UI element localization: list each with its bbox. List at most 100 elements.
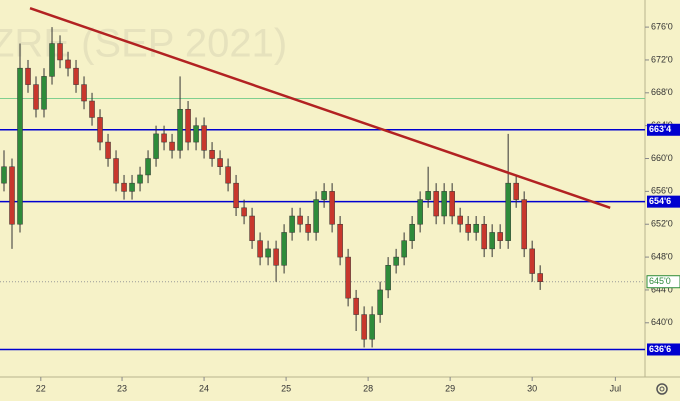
level-tag bbox=[647, 123, 680, 136]
level-tag-label: 663'4 bbox=[649, 124, 671, 134]
candle-body bbox=[313, 199, 319, 233]
x-tick-label: 30 bbox=[527, 383, 537, 393]
candle-body bbox=[489, 232, 495, 250]
candle-body bbox=[385, 265, 391, 291]
candle-body bbox=[377, 289, 383, 315]
candle-body bbox=[225, 166, 231, 184]
y-tick-label: 656'0 bbox=[651, 186, 673, 196]
candle-body bbox=[441, 191, 447, 217]
candle-body bbox=[153, 133, 159, 159]
x-tick-label: Jul bbox=[610, 383, 622, 393]
candle-body bbox=[465, 223, 471, 233]
candle-body bbox=[161, 133, 167, 143]
candle-body bbox=[505, 182, 511, 241]
candle-body bbox=[417, 199, 423, 225]
candle-body bbox=[9, 166, 15, 225]
y-tick-label: 644'0 bbox=[651, 284, 673, 294]
level-tag-label: 654'6 bbox=[649, 196, 671, 206]
candle-body bbox=[361, 314, 367, 340]
candle-body bbox=[249, 215, 255, 241]
y-tick-label: 652'0 bbox=[651, 219, 673, 229]
candle-body bbox=[393, 256, 399, 266]
watermark: ZRE (SEP 2021) bbox=[0, 22, 287, 66]
candle-body bbox=[241, 207, 247, 217]
candle-body bbox=[409, 223, 415, 241]
candle-body bbox=[129, 182, 135, 192]
level-tag bbox=[647, 195, 680, 208]
candle-body bbox=[81, 84, 87, 102]
x-tick-label: 25 bbox=[281, 383, 291, 393]
last-price-label: 645'0 bbox=[649, 276, 671, 286]
candle-body bbox=[497, 232, 503, 241]
candle-body bbox=[97, 117, 103, 143]
candle-body bbox=[329, 191, 335, 225]
level-tag bbox=[647, 343, 680, 356]
candle-body bbox=[369, 314, 375, 340]
candle-body bbox=[121, 182, 127, 192]
candle-body bbox=[337, 223, 343, 258]
y-tick-label: 668'0 bbox=[651, 87, 673, 97]
trendline bbox=[29, 7, 611, 209]
candle-body bbox=[297, 215, 303, 225]
y-tick-label: 676'0 bbox=[651, 21, 673, 31]
candle-body bbox=[353, 297, 359, 315]
level-tag-label: 636'6 bbox=[649, 344, 671, 354]
candle-body bbox=[281, 232, 287, 266]
x-tick-label: 22 bbox=[36, 383, 46, 393]
x-tick-label: 28 bbox=[363, 383, 373, 393]
candle-body bbox=[177, 108, 183, 151]
candle-body bbox=[33, 84, 39, 110]
candle-body bbox=[169, 141, 175, 151]
candle-body bbox=[217, 158, 223, 167]
candle-body bbox=[137, 174, 143, 184]
candle-body bbox=[113, 158, 119, 184]
y-tick-label: 640'0 bbox=[651, 317, 673, 327]
candle-body bbox=[49, 43, 55, 77]
candle-body bbox=[193, 125, 199, 143]
candle-body bbox=[513, 182, 519, 200]
candle-body bbox=[265, 248, 271, 258]
candle-body bbox=[1, 166, 7, 184]
last-price-tag bbox=[646, 275, 680, 289]
candle-body bbox=[537, 273, 543, 282]
x-tick-label: 24 bbox=[199, 383, 209, 393]
candle-body bbox=[289, 215, 295, 233]
candle-body bbox=[145, 158, 151, 176]
candle-body bbox=[201, 125, 207, 151]
candle-body bbox=[89, 100, 95, 118]
candle-body bbox=[257, 240, 263, 258]
candle-body bbox=[65, 59, 71, 69]
candle-body bbox=[57, 43, 63, 61]
gear[interactable] bbox=[656, 383, 668, 395]
candle-body bbox=[473, 223, 479, 233]
gear-hub[interactable] bbox=[659, 386, 665, 392]
candle-body bbox=[457, 215, 463, 225]
candle-body bbox=[481, 223, 487, 250]
x-tick-label: 23 bbox=[117, 383, 127, 393]
y-tick-label: 648'0 bbox=[651, 251, 673, 261]
candle-body bbox=[529, 248, 535, 274]
candle-body bbox=[105, 141, 111, 159]
candle-body bbox=[273, 248, 279, 266]
candle-body bbox=[41, 76, 47, 110]
y-tick-label: 660'0 bbox=[651, 153, 673, 163]
y-tick-label: 672'0 bbox=[651, 54, 673, 64]
x-tick-label: 29 bbox=[445, 383, 455, 393]
candle-body bbox=[401, 240, 407, 258]
candle-body bbox=[17, 67, 23, 225]
settings-icon[interactable] bbox=[656, 383, 668, 395]
candle-body bbox=[321, 191, 327, 200]
candle-body bbox=[425, 191, 431, 200]
candle-body bbox=[345, 256, 351, 299]
candle-body bbox=[185, 108, 191, 143]
candle-body bbox=[449, 191, 455, 217]
candle-body bbox=[305, 223, 311, 233]
candle-body bbox=[433, 191, 439, 217]
candle-body bbox=[209, 150, 215, 159]
candle-body bbox=[25, 67, 31, 85]
candle-body bbox=[233, 182, 239, 209]
candle-body bbox=[521, 199, 527, 250]
candle-body bbox=[73, 67, 79, 85]
